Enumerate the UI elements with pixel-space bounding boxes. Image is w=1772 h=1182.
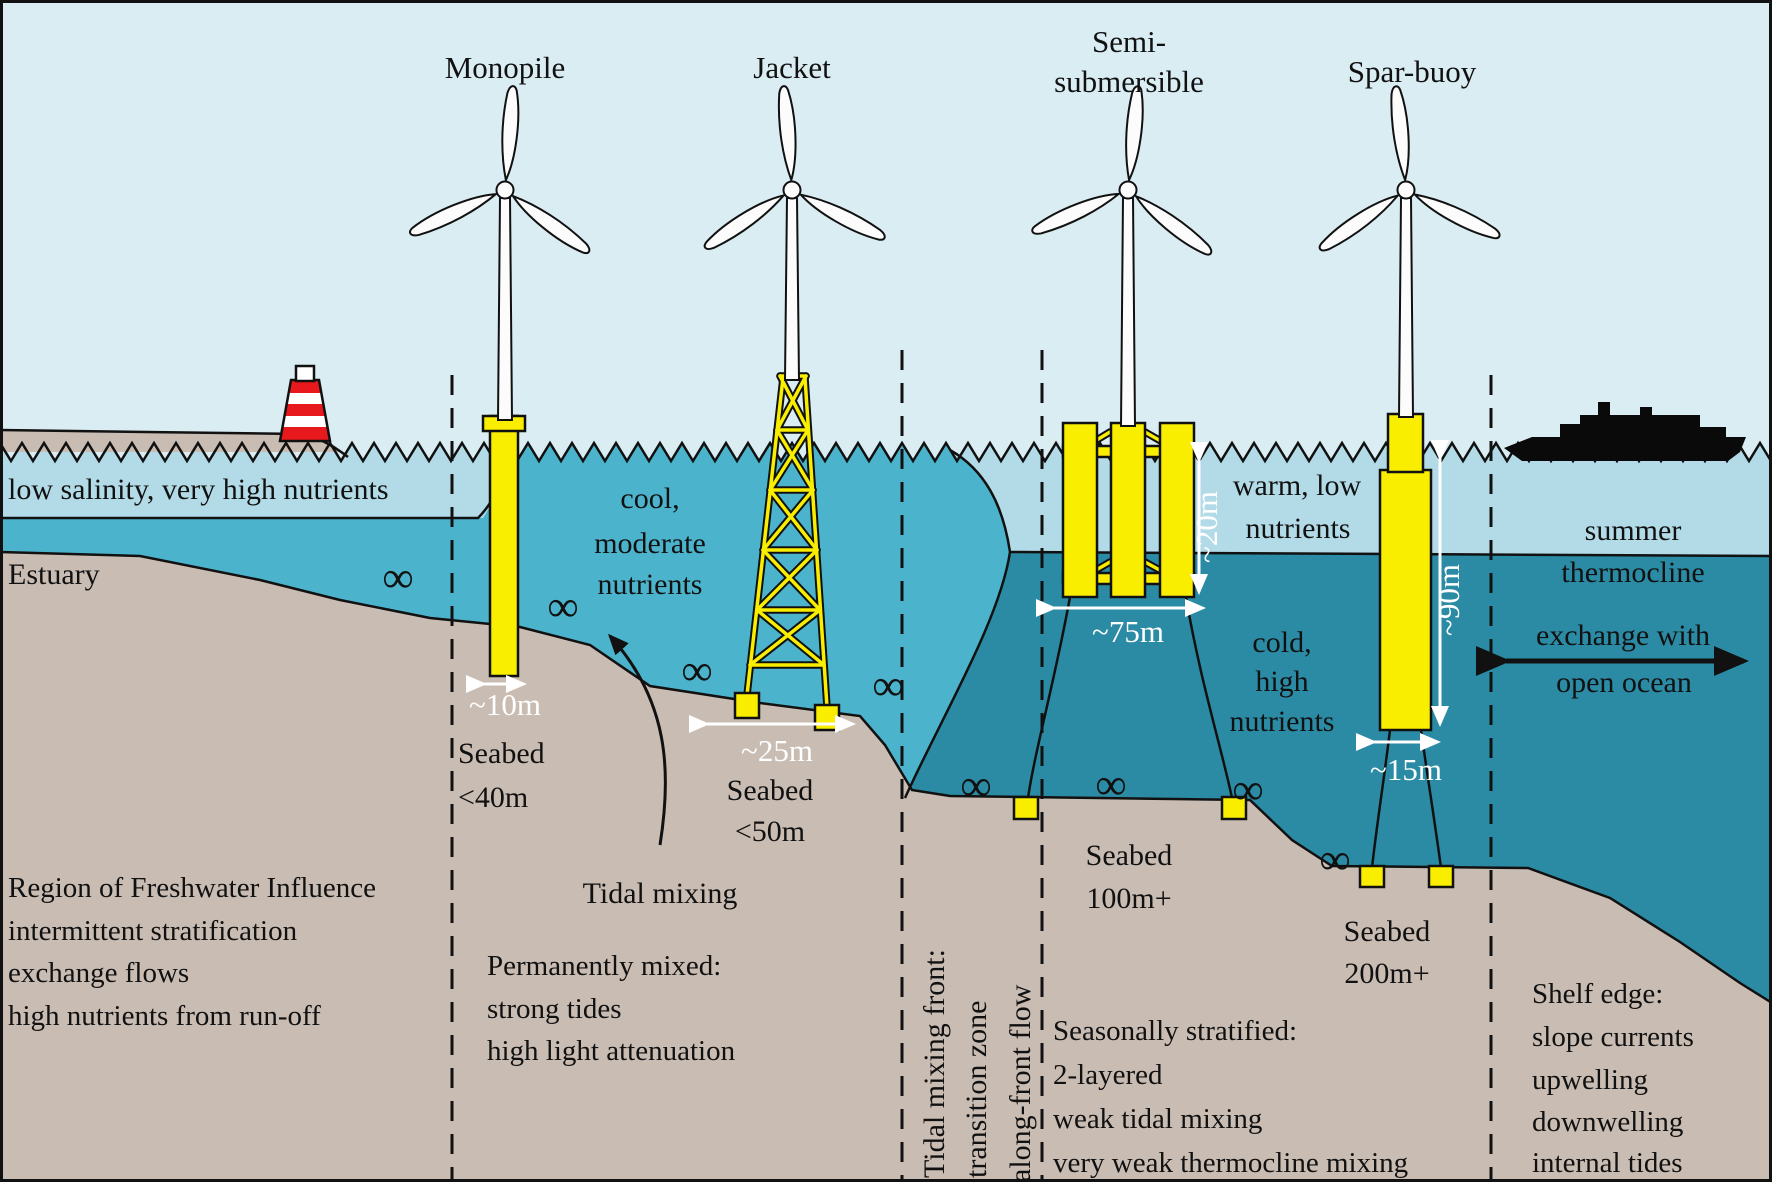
text-front-2: transition zone (960, 1001, 993, 1178)
turbine-semisub (1026, 75, 1232, 427)
dim-monopile-width: ~10m (469, 687, 541, 722)
label-summer-1: summer (1585, 514, 1682, 547)
semisub-pontoon (1061, 421, 1099, 599)
text-mixed-2: strong tides (487, 993, 622, 1025)
label-semisub-line2: submersible (1054, 64, 1204, 99)
text-shelf-5: internal tides (1532, 1147, 1683, 1179)
semisub-foundation (1061, 421, 1196, 599)
text-rofi-3: exchange flows (8, 957, 189, 989)
infinity-icon: ∞ (1095, 760, 1126, 809)
dim-spar-width: ~15m (1370, 752, 1442, 787)
infinity-icon: ∞ (960, 761, 991, 810)
label-seabed40-1: Seabed (458, 737, 545, 770)
seabed-edge (0, 550, 1772, 1005)
label-spar: Spar-buoy (1348, 54, 1477, 89)
text-shelf-2: slope currents (1532, 1021, 1694, 1053)
dim-spar-draft: ~90m (1431, 564, 1466, 636)
label-seabed40-2: <40m (458, 781, 528, 814)
surface-layer-warm (950, 443, 1772, 556)
infinity-icon: ∞ (872, 661, 903, 710)
dim-semisub-width: ~75m (1092, 614, 1164, 649)
waterline (0, 440, 1772, 464)
label-warm-1: warm, low (1233, 469, 1362, 502)
label-cold-3: nutrients (1230, 705, 1335, 738)
label-monopile: Monopile (445, 50, 566, 85)
thermocline-line (949, 448, 1772, 558)
text-rofi-4: high nutrients from run-off (8, 1000, 321, 1032)
infinity-icon: ∞ (382, 553, 413, 602)
tidal-front-boundary (903, 551, 1012, 799)
label-seabed50-1: Seabed (727, 774, 814, 807)
text-stratified-2: 2-layered (1053, 1059, 1163, 1091)
text-front-3: along-front flow (1004, 984, 1037, 1182)
lighthouse-lamp (294, 364, 316, 383)
text-rofi-2: intermittent stratification (8, 915, 298, 947)
jacket-foundation (733, 372, 841, 732)
text-mixed-1: Permanently mixed: (487, 950, 721, 982)
turbine-jacket (689, 78, 890, 381)
turbine-monopile (404, 76, 608, 421)
infinity-icon: ∞ (681, 646, 712, 695)
label-low-salinity: low salinity, very high nutrients (8, 473, 389, 506)
label-exchange-2: open ocean (1556, 666, 1692, 699)
infinity-icon: ∞ (1319, 835, 1350, 884)
label-cold-2: high (1255, 665, 1308, 698)
label-cool-3: nutrients (598, 568, 703, 601)
seabed (0, 552, 1772, 1182)
text-front-1: Tidal mixing front: (918, 949, 951, 1178)
text-mixed-3: high light attenuation (487, 1035, 736, 1067)
semisub-pontoon (1109, 421, 1147, 599)
infinity-icon: ∞ (547, 582, 578, 631)
text-shelf-4: downwelling (1532, 1106, 1683, 1138)
turbine-spar (1301, 77, 1505, 418)
text-stratified-4: very weak thermocline mixing (1053, 1147, 1408, 1179)
label-seabed200-2: 200m+ (1344, 957, 1429, 990)
dim-semisub-draft: ~20m (1189, 491, 1224, 563)
anchor (1427, 864, 1455, 889)
label-cold-1: cold, (1252, 626, 1311, 659)
anchor (1358, 864, 1386, 889)
spar-foundation (1378, 412, 1433, 732)
text-tidal-mixing: Tidal mixing (583, 877, 738, 910)
ship (1504, 402, 1746, 461)
label-seabed100-2: 100m+ (1086, 882, 1171, 915)
text-stratified-3: weak tidal mixing (1053, 1103, 1262, 1135)
lighthouse (278, 364, 332, 443)
label-summer-2: thermocline (1561, 556, 1704, 589)
label-warm-2: nutrients (1246, 512, 1351, 545)
label-seabed200-1: Seabed (1344, 915, 1431, 948)
label-cool-2: moderate (594, 527, 706, 560)
label-estuary: Estuary (8, 558, 100, 591)
jacket-foot (733, 691, 761, 720)
text-shelf-1: Shelf edge: (1532, 978, 1663, 1010)
text-rofi-1: Region of Freshwater Influence (8, 872, 376, 904)
label-jacket: Jacket (753, 50, 831, 85)
tidal-mixing-arrow (607, 633, 667, 846)
jacket-foot (813, 703, 841, 732)
label-exchange-1: exchange with (1536, 619, 1710, 652)
anchor (1012, 795, 1040, 821)
label-seabed100-1: Seabed (1086, 839, 1173, 872)
mooring-lines (1012, 596, 1455, 889)
anchor (1220, 795, 1248, 821)
label-seabed50-2: <50m (735, 815, 805, 848)
text-shelf-3: upwelling (1532, 1064, 1648, 1096)
monopile-foundation (481, 414, 527, 678)
label-semisub-line1: Semi- (1092, 24, 1166, 59)
infinity-symbols: ∞ ∞ ∞ ∞ ∞ ∞ ∞ ∞ (382, 553, 1350, 884)
infinity-icon: ∞ (1232, 765, 1263, 814)
text-stratified-1: Seasonally stratified: (1053, 1015, 1297, 1047)
dim-jacket-width: ~25m (741, 733, 813, 768)
label-cool-1: cool, (620, 482, 679, 515)
